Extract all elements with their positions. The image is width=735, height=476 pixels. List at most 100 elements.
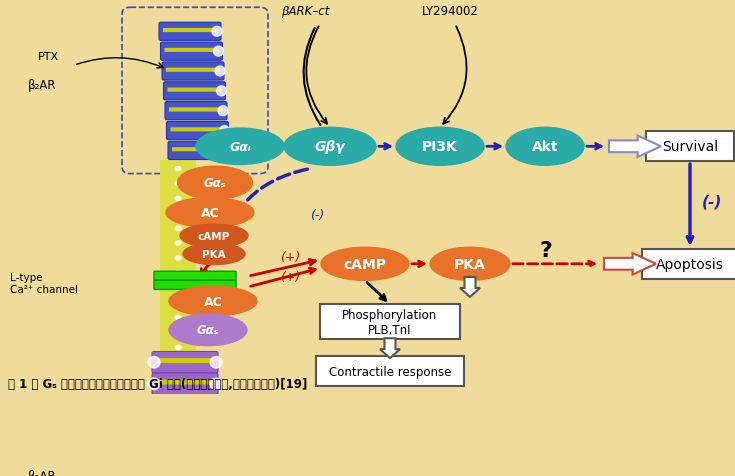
Ellipse shape — [215, 67, 225, 77]
Ellipse shape — [175, 212, 181, 216]
Ellipse shape — [175, 182, 181, 186]
Text: (+): (+) — [280, 250, 301, 263]
Text: AC: AC — [204, 295, 223, 308]
Text: β₂AR: β₂AR — [28, 79, 57, 92]
Text: β₁AR: β₁AR — [28, 469, 57, 476]
Ellipse shape — [210, 443, 222, 454]
Ellipse shape — [210, 400, 222, 411]
Ellipse shape — [284, 128, 376, 166]
Ellipse shape — [217, 87, 226, 97]
Ellipse shape — [175, 197, 181, 201]
Polygon shape — [460, 278, 480, 297]
Text: Gαₛ: Gαₛ — [204, 177, 226, 190]
Ellipse shape — [506, 128, 584, 166]
Ellipse shape — [321, 248, 409, 281]
Ellipse shape — [148, 464, 160, 476]
FancyBboxPatch shape — [152, 437, 218, 459]
Text: Gαₛ: Gαₛ — [197, 324, 219, 337]
Polygon shape — [380, 338, 400, 358]
Ellipse shape — [175, 257, 181, 260]
FancyBboxPatch shape — [157, 466, 213, 471]
FancyBboxPatch shape — [166, 69, 220, 73]
Ellipse shape — [220, 126, 229, 136]
Text: Gβγ: Gβγ — [315, 140, 345, 154]
FancyBboxPatch shape — [154, 272, 236, 281]
Text: Apoptosis: Apoptosis — [656, 257, 724, 271]
FancyBboxPatch shape — [167, 122, 229, 140]
Ellipse shape — [175, 331, 181, 335]
FancyBboxPatch shape — [169, 108, 223, 112]
Text: (-): (-) — [702, 194, 723, 208]
Ellipse shape — [148, 443, 160, 454]
Ellipse shape — [210, 357, 222, 368]
Text: cAMP: cAMP — [198, 231, 230, 241]
Ellipse shape — [180, 225, 248, 248]
FancyBboxPatch shape — [154, 281, 236, 290]
FancyBboxPatch shape — [157, 444, 213, 449]
Ellipse shape — [175, 316, 181, 320]
Text: ?: ? — [540, 240, 553, 260]
Text: LY294002: LY294002 — [422, 5, 478, 18]
Ellipse shape — [175, 301, 181, 305]
Ellipse shape — [221, 146, 231, 156]
Ellipse shape — [148, 378, 160, 390]
Ellipse shape — [177, 167, 253, 200]
Text: PKA: PKA — [202, 249, 226, 259]
Text: PKA: PKA — [454, 257, 486, 271]
FancyBboxPatch shape — [165, 102, 227, 120]
Text: Contractile response: Contractile response — [329, 365, 451, 378]
FancyBboxPatch shape — [172, 148, 226, 152]
FancyBboxPatch shape — [159, 23, 221, 41]
Text: cAMP: cAMP — [343, 257, 387, 271]
Ellipse shape — [175, 286, 181, 290]
Ellipse shape — [210, 378, 222, 390]
Ellipse shape — [175, 346, 181, 350]
FancyBboxPatch shape — [160, 161, 196, 359]
Ellipse shape — [210, 464, 222, 476]
FancyBboxPatch shape — [171, 128, 224, 132]
FancyBboxPatch shape — [168, 89, 221, 92]
FancyBboxPatch shape — [168, 142, 230, 160]
FancyBboxPatch shape — [165, 49, 218, 53]
FancyBboxPatch shape — [157, 358, 213, 363]
Ellipse shape — [396, 128, 484, 166]
Ellipse shape — [210, 421, 222, 433]
Ellipse shape — [148, 357, 160, 368]
Text: L-type
Ca²⁺ channel: L-type Ca²⁺ channel — [10, 272, 78, 294]
Text: βARK–ct: βARK–ct — [281, 5, 329, 18]
Text: Gαᵢ: Gαᵢ — [229, 140, 251, 153]
FancyBboxPatch shape — [157, 401, 213, 406]
Ellipse shape — [169, 315, 247, 346]
Ellipse shape — [430, 248, 510, 281]
FancyBboxPatch shape — [152, 459, 218, 476]
FancyBboxPatch shape — [163, 82, 226, 101]
FancyBboxPatch shape — [163, 29, 217, 33]
FancyBboxPatch shape — [152, 352, 218, 373]
FancyBboxPatch shape — [160, 43, 223, 61]
FancyBboxPatch shape — [320, 305, 460, 339]
Ellipse shape — [183, 244, 245, 265]
Text: PI3K: PI3K — [422, 140, 458, 154]
FancyBboxPatch shape — [157, 380, 213, 385]
FancyBboxPatch shape — [152, 395, 218, 416]
Ellipse shape — [148, 400, 160, 411]
Text: Survival: Survival — [662, 140, 718, 154]
Ellipse shape — [148, 421, 160, 433]
FancyBboxPatch shape — [162, 63, 224, 81]
Ellipse shape — [166, 198, 254, 228]
FancyBboxPatch shape — [646, 132, 734, 162]
Ellipse shape — [169, 287, 257, 316]
Text: Phosphorylation
PLB,TnI: Phosphorylation PLB,TnI — [343, 308, 437, 336]
Polygon shape — [609, 136, 661, 158]
FancyBboxPatch shape — [157, 423, 213, 428]
Polygon shape — [604, 254, 656, 275]
FancyBboxPatch shape — [316, 357, 464, 387]
Text: AC: AC — [201, 207, 219, 219]
FancyBboxPatch shape — [642, 249, 735, 279]
Text: (-): (-) — [310, 209, 324, 222]
Ellipse shape — [218, 107, 228, 117]
FancyBboxPatch shape — [152, 416, 218, 437]
Ellipse shape — [196, 129, 284, 165]
Ellipse shape — [213, 47, 223, 57]
Ellipse shape — [175, 227, 181, 231]
